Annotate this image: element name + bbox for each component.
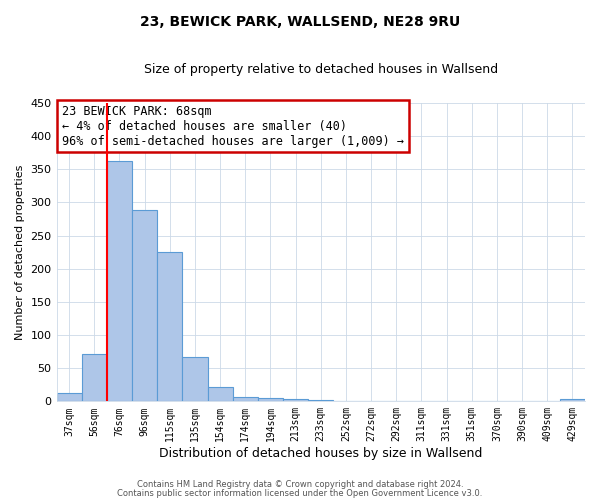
Bar [283, 400, 308, 402]
Bar [157, 252, 182, 402]
Title: Size of property relative to detached houses in Wallsend: Size of property relative to detached ho… [144, 62, 498, 76]
Text: 23 BEWICK PARK: 68sqm
← 4% of detached houses are smaller (40)
96% of semi-detac: 23 BEWICK PARK: 68sqm ← 4% of detached h… [62, 104, 404, 148]
Bar [208, 388, 233, 402]
Bar [82, 354, 107, 402]
Bar [56, 392, 82, 402]
Bar [233, 396, 258, 402]
Bar [182, 357, 208, 402]
Text: 23, BEWICK PARK, WALLSEND, NE28 9RU: 23, BEWICK PARK, WALLSEND, NE28 9RU [140, 15, 460, 29]
Bar [258, 398, 283, 402]
Text: Contains HM Land Registry data © Crown copyright and database right 2024.: Contains HM Land Registry data © Crown c… [137, 480, 463, 489]
Bar [132, 210, 157, 402]
X-axis label: Distribution of detached houses by size in Wallsend: Distribution of detached houses by size … [159, 447, 482, 460]
Bar [560, 398, 585, 402]
Bar [107, 160, 132, 402]
Bar [308, 400, 334, 402]
Text: Contains public sector information licensed under the Open Government Licence v3: Contains public sector information licen… [118, 488, 482, 498]
Y-axis label: Number of detached properties: Number of detached properties [15, 164, 25, 340]
